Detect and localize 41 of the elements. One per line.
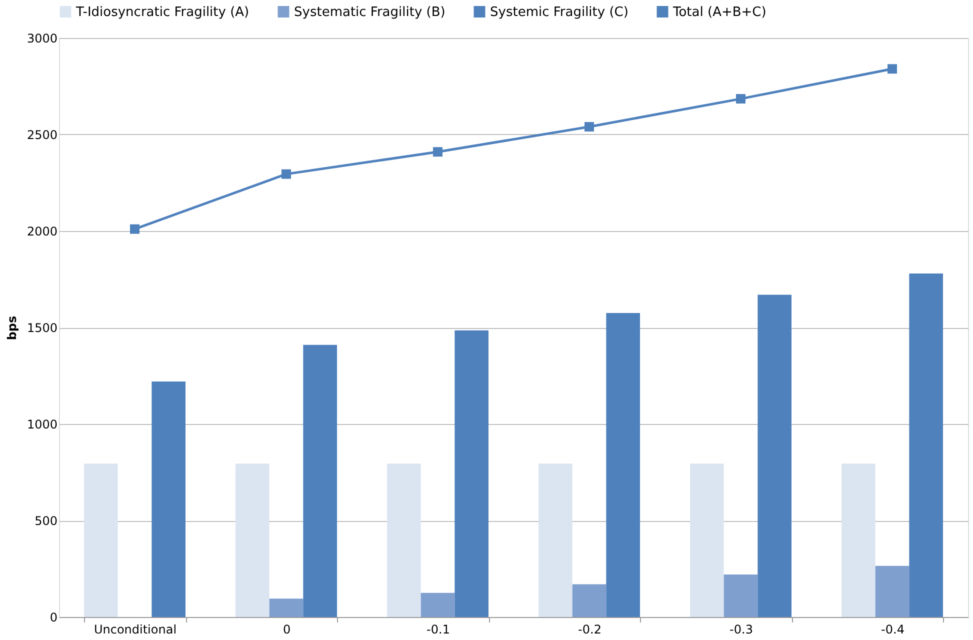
bar: [387, 464, 421, 617]
x-tick-label: Unconditional: [94, 622, 177, 636]
bar: [690, 464, 724, 617]
y-tick-label: 2500: [26, 128, 58, 142]
y-tick-label: 2000: [26, 224, 58, 238]
x-tick-label: -0.3: [730, 622, 753, 636]
bar: [875, 566, 910, 617]
bar: [303, 344, 338, 617]
point: [584, 122, 594, 132]
bar: [842, 464, 876, 617]
y-axis-title: bps: [4, 316, 19, 340]
bar: [84, 464, 118, 617]
y-tick-label: 3000: [26, 32, 58, 46]
y-tick-label: 1000: [26, 418, 58, 432]
bar: [538, 464, 572, 617]
y-tick-label: 500: [34, 514, 58, 528]
x-tick-label: -0.2: [578, 622, 602, 636]
legend-label: Systematic Fragility (B): [294, 4, 446, 20]
point: [282, 169, 291, 179]
bar: [606, 313, 640, 617]
x-tick-label: -0.1: [426, 622, 450, 636]
y-tick-label: 0: [50, 610, 58, 624]
bar: [236, 464, 270, 617]
x-tick-label: -0.4: [881, 622, 904, 636]
bar: [152, 382, 186, 617]
bar: [572, 584, 606, 617]
bar: [269, 598, 304, 617]
x-tick-label: 0: [282, 622, 291, 636]
bar: [758, 294, 792, 617]
point: [433, 147, 442, 157]
y-tick-label: 1500: [26, 321, 58, 335]
legend-label: Total (A+B+C): [672, 4, 766, 20]
bar: [420, 592, 455, 617]
bar: [724, 574, 758, 617]
legend-label: T-Idiosyncratic Fragility (A): [75, 4, 250, 20]
point: [130, 224, 140, 234]
point: [736, 94, 746, 104]
point: [888, 64, 897, 74]
legend-label: Systemic Fragility (C): [490, 4, 628, 20]
bar: [454, 330, 489, 617]
bar: [909, 273, 944, 617]
